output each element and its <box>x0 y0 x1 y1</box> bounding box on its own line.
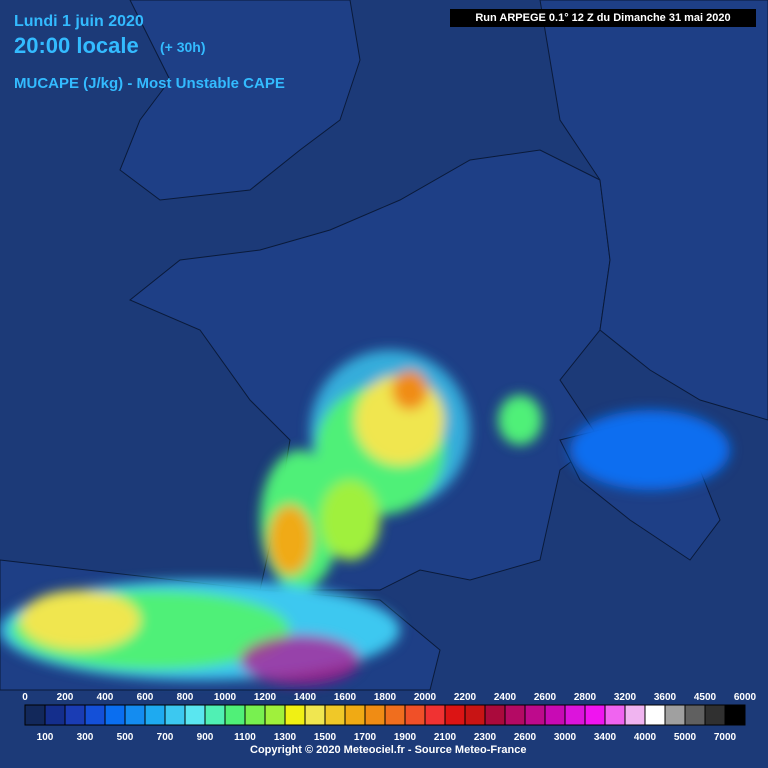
legend-label: 600 <box>137 692 154 703</box>
color-legend: 0 200 400 600 800 1000 1200 1400 1600 1800 2000 220… <box>22 692 756 743</box>
legend-label: 3400 <box>594 732 617 743</box>
legend-swatch <box>404 704 426 726</box>
legend-label: 300 <box>77 732 94 743</box>
legend-label: 1600 <box>334 692 357 703</box>
legend-label: 3000 <box>554 732 577 743</box>
legend-swatch <box>624 704 646 726</box>
legend-label: 1700 <box>354 732 377 743</box>
legend-label: 4000 <box>634 732 657 743</box>
legend-label: 100 <box>37 732 54 743</box>
legend-label: 0 <box>22 692 28 703</box>
legend-swatch <box>364 704 386 726</box>
legend-swatch <box>684 704 706 726</box>
legend-swatch <box>84 704 106 726</box>
legend-swatch <box>164 704 186 726</box>
legend-label: 900 <box>197 732 214 743</box>
copyright: Copyright © 2020 Meteociel.fr - Source M… <box>250 744 527 756</box>
legend-swatch <box>584 704 606 726</box>
legend-swatch <box>124 704 146 726</box>
legend-label: 7000 <box>714 732 737 743</box>
legend-swatch <box>724 704 746 726</box>
legend-label: 1900 <box>394 732 417 743</box>
legend-swatch <box>344 704 366 726</box>
legend-label: 2300 <box>474 732 497 743</box>
legend-swatch <box>464 704 486 726</box>
legend-swatch <box>484 704 506 726</box>
legend-label: 1500 <box>314 732 337 743</box>
legend-swatch <box>704 704 726 726</box>
lead-time: (+ 30h) <box>160 39 206 55</box>
legend-label: 1400 <box>294 692 317 703</box>
legend-swatch <box>204 704 226 726</box>
legend-label: 2600 <box>514 732 537 743</box>
legend-swatch <box>604 704 626 726</box>
legend-swatch <box>324 704 346 726</box>
legend-label: 2000 <box>414 692 437 703</box>
legend-swatch <box>284 704 306 726</box>
legend-label: 800 <box>177 692 194 703</box>
legend-swatch <box>384 704 406 726</box>
legend-swatch <box>444 704 466 726</box>
legend-label: 1200 <box>254 692 277 703</box>
legend-label: 4500 <box>694 692 717 703</box>
legend-label: 700 <box>157 732 174 743</box>
legend-label: 1000 <box>214 692 237 703</box>
legend-swatch <box>504 704 526 726</box>
legend-label: 2400 <box>494 692 517 703</box>
legend-swatch <box>544 704 566 726</box>
legend-label: 1300 <box>274 732 297 743</box>
cape-field <box>0 350 730 685</box>
date: Lundi 1 juin 2020 <box>14 13 144 30</box>
run-info: Run ARPEGE 0.1° 12 Z du Dimanche 31 mai … <box>450 9 756 27</box>
legend-label: 2600 <box>534 692 557 703</box>
legend-label: 200 <box>57 692 74 703</box>
legend-label: 3600 <box>654 692 677 703</box>
legend-label: 2200 <box>454 692 477 703</box>
legend-swatch <box>264 704 286 726</box>
legend-swatch <box>424 704 446 726</box>
legend-swatch <box>24 704 46 726</box>
legend-label: 500 <box>117 732 134 743</box>
legend-label: 400 <box>97 692 114 703</box>
legend-swatch <box>224 704 246 726</box>
legend-swatch <box>184 704 206 726</box>
legend-swatch <box>304 704 326 726</box>
legend-label: 1800 <box>374 692 397 703</box>
legend-swatch <box>104 704 126 726</box>
parameter: MUCAPE (J/kg) - Most Unstable CAPE <box>14 75 285 92</box>
legend-swatch <box>524 704 546 726</box>
legend-label: 5000 <box>674 732 697 743</box>
legend-swatch <box>664 704 686 726</box>
legend-swatch <box>64 704 86 726</box>
legend-label: 2800 <box>574 692 597 703</box>
legend-swatch <box>44 704 66 726</box>
legend-label: 1100 <box>234 732 256 743</box>
legend-swatch <box>144 704 166 726</box>
legend-label: 2100 <box>434 732 457 743</box>
legend-label: 3200 <box>614 692 637 703</box>
time: 20:00 locale <box>14 33 139 58</box>
legend-swatch <box>564 704 586 726</box>
legend-label: 6000 <box>734 692 757 703</box>
legend-swatch <box>644 704 666 726</box>
legend-swatch <box>244 704 266 726</box>
